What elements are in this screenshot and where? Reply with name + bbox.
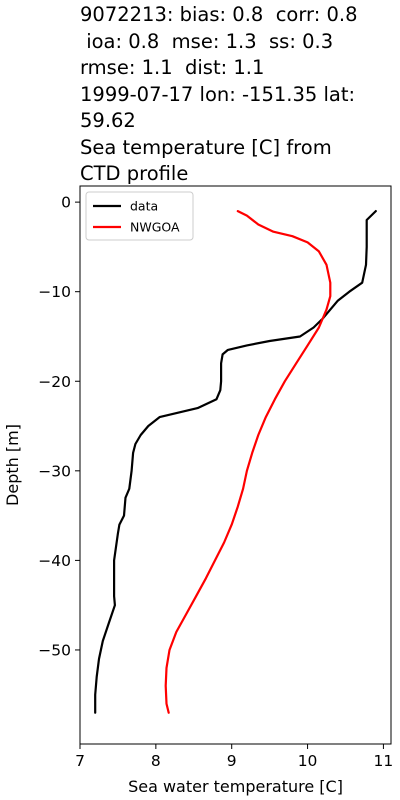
y-tick-label: 0 xyxy=(61,194,71,212)
x-tick-label: 7 xyxy=(75,752,85,770)
ticks-layer: 7 8 9 10 11 0 −10 −20 −30 −40 −50 xyxy=(38,194,393,770)
legend: data NWGOA xyxy=(85,191,194,241)
series-line-nwgoa xyxy=(164,210,332,714)
plot-frame xyxy=(79,185,392,745)
y-tick-label: −40 xyxy=(38,552,71,570)
legend-label: data xyxy=(130,199,158,214)
title-line: ioa: 0.8 mse: 1.3 ss: 0.3 xyxy=(80,29,334,53)
series-layer xyxy=(94,210,377,714)
legend-label: NWGOA xyxy=(130,220,180,235)
title-line: Sea temperature [C] from xyxy=(80,135,332,159)
y-axis-label: Depth [m] xyxy=(3,424,22,506)
y-tick-label: −10 xyxy=(38,283,71,301)
x-axis-label: Sea water temperature [C] xyxy=(128,777,343,796)
y-tick-label: −30 xyxy=(38,462,71,480)
series-line-data xyxy=(94,210,377,714)
title-line: 1999-07-17 lon: -151.35 lat: xyxy=(80,82,356,106)
title-line: 9072213: bias: 0.8 corr: 0.8 xyxy=(80,3,358,26)
title-line: 59.62 xyxy=(80,109,136,132)
x-tick-label: 10 xyxy=(298,752,318,770)
y-tick-label: −50 xyxy=(38,641,71,659)
chart-title: 9072213: bias: 0.8 corr: 0.8 ioa: 0.8 ms… xyxy=(80,2,398,188)
x-tick-label: 9 xyxy=(227,752,237,770)
x-tick-label: 11 xyxy=(374,752,394,770)
y-tick-label: −20 xyxy=(38,373,71,391)
title-line: CTD profile xyxy=(80,162,189,185)
title-line: rmse: 1.1 dist: 1.1 xyxy=(80,56,265,79)
x-tick-label: 8 xyxy=(151,752,161,770)
